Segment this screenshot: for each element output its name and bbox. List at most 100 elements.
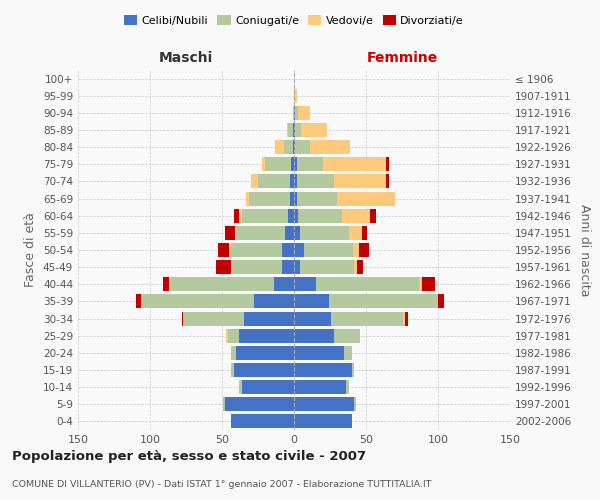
Bar [225, 226, 235, 240]
Bar [355, 260, 358, 274]
Bar [223, 398, 225, 411]
Bar [341, 208, 370, 222]
Bar [290, 192, 294, 205]
Bar [275, 140, 284, 154]
Bar [170, 278, 274, 291]
Bar [293, 106, 294, 120]
Y-axis label: Anni di nascita: Anni di nascita [578, 204, 591, 296]
Bar [297, 192, 337, 205]
Bar [294, 328, 334, 342]
Bar [239, 380, 242, 394]
Bar [262, 158, 265, 172]
Bar [295, 140, 310, 154]
Bar [288, 123, 293, 137]
Bar [353, 243, 359, 257]
Bar [294, 226, 300, 240]
Bar [297, 174, 334, 188]
Bar [355, 398, 356, 411]
Bar [244, 312, 294, 326]
Bar [358, 260, 363, 274]
Bar [294, 208, 298, 222]
Bar [283, 243, 294, 257]
Text: Maschi: Maschi [159, 51, 213, 65]
Bar [386, 158, 389, 172]
Bar [294, 312, 331, 326]
Bar [169, 278, 170, 291]
Bar [293, 123, 294, 137]
Bar [233, 208, 239, 222]
Bar [250, 192, 290, 205]
Bar [405, 312, 408, 326]
Bar [274, 278, 294, 291]
Bar [230, 346, 236, 360]
Bar [287, 123, 288, 137]
Bar [334, 174, 386, 188]
Bar [294, 192, 297, 205]
Bar [142, 294, 254, 308]
Bar [386, 174, 389, 188]
Bar [300, 226, 349, 240]
Bar [359, 243, 369, 257]
Bar [242, 380, 294, 394]
Bar [304, 243, 353, 257]
Bar [283, 260, 294, 274]
Bar [349, 226, 362, 240]
Bar [294, 346, 344, 360]
Bar [230, 363, 233, 377]
Bar [300, 260, 355, 274]
Bar [290, 174, 294, 188]
Bar [295, 123, 301, 137]
Bar [228, 328, 239, 342]
Bar [419, 278, 422, 291]
Bar [225, 398, 294, 411]
Bar [291, 158, 294, 172]
Bar [323, 158, 386, 172]
Bar [316, 278, 419, 291]
Bar [216, 260, 230, 274]
Text: Femmine: Femmine [367, 51, 437, 65]
Bar [403, 312, 405, 326]
Bar [229, 243, 230, 257]
Bar [294, 278, 316, 291]
Legend: Celibi/Nubili, Coniugati/e, Vedovi/e, Divorziati/e: Celibi/Nubili, Coniugati/e, Vedovi/e, Di… [119, 11, 469, 30]
Bar [294, 174, 297, 188]
Bar [310, 140, 350, 154]
Bar [334, 328, 360, 342]
Bar [284, 140, 293, 154]
Bar [251, 174, 258, 188]
Bar [294, 380, 346, 394]
Bar [294, 106, 295, 120]
Bar [265, 158, 291, 172]
Bar [236, 346, 294, 360]
Bar [226, 328, 228, 342]
Bar [298, 208, 341, 222]
Bar [163, 278, 169, 291]
Text: Popolazione per età, sesso e stato civile - 2007: Popolazione per età, sesso e stato civil… [12, 450, 366, 463]
Bar [239, 208, 242, 222]
Bar [247, 192, 250, 205]
Bar [233, 363, 294, 377]
Bar [293, 140, 294, 154]
Bar [352, 363, 355, 377]
Bar [301, 123, 327, 137]
Bar [331, 312, 403, 326]
Bar [242, 208, 288, 222]
Bar [182, 312, 183, 326]
Bar [294, 414, 352, 428]
Bar [183, 312, 244, 326]
Bar [297, 158, 323, 172]
Bar [218, 243, 229, 257]
Bar [422, 278, 435, 291]
Bar [370, 208, 376, 222]
Bar [294, 243, 304, 257]
Bar [239, 328, 294, 342]
Bar [294, 88, 297, 102]
Bar [235, 226, 236, 240]
Y-axis label: Fasce di età: Fasce di età [25, 212, 37, 288]
Bar [294, 158, 297, 172]
Bar [236, 226, 286, 240]
Bar [337, 192, 395, 205]
Bar [230, 243, 283, 257]
Bar [288, 208, 294, 222]
Bar [258, 174, 290, 188]
